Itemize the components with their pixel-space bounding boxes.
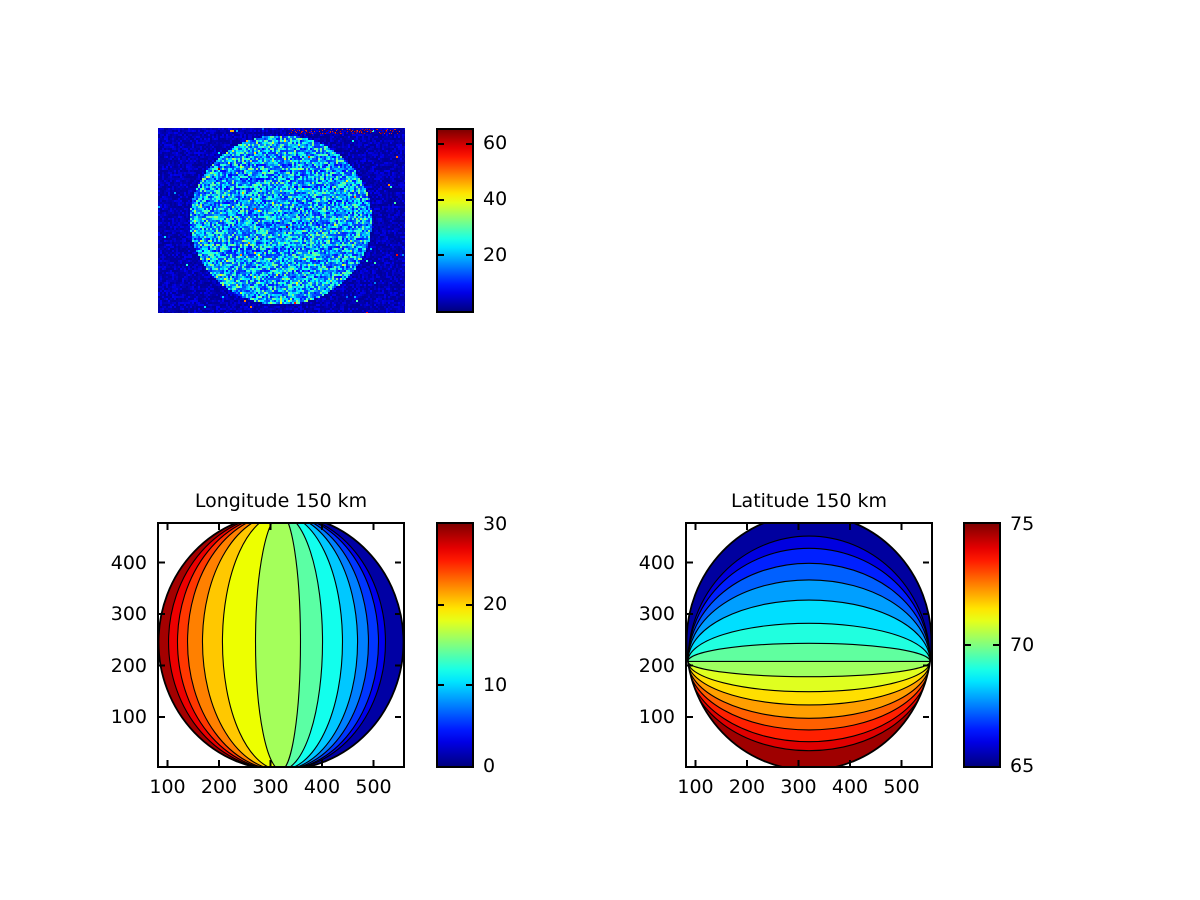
latitude-plot-title: Latitude 150 km: [730, 490, 888, 512]
axes-box: [157, 522, 405, 768]
colorbar-tick-label: 70: [1010, 633, 1035, 656]
colorbar-tick: [438, 603, 444, 606]
longitude-colorbar: [436, 522, 474, 768]
contour-bands: [158, 522, 404, 768]
colorbar-tick-label: 10: [483, 673, 508, 696]
colorbar-tick-label: 60: [483, 132, 508, 155]
colorbar-tick-label: 20: [483, 243, 508, 266]
x-tick-label: 400: [831, 776, 869, 798]
x-tick-label: 100: [677, 776, 714, 798]
x-tick-label: 300: [252, 776, 289, 798]
colorbar-tick: [438, 198, 444, 201]
colorbar-tick: [466, 198, 472, 201]
colorbar-tick: [466, 603, 472, 606]
colorbar-tick: [438, 684, 444, 687]
y-tick-label: 200: [110, 654, 147, 677]
y-tick-label: 300: [638, 603, 675, 625]
axis-ticks: [687, 524, 929, 766]
y-tick-label: 200: [638, 654, 675, 677]
colorbar-tick: [965, 644, 971, 646]
y-tick-label: 400: [638, 551, 675, 574]
colorbar-tick-label: 20: [483, 593, 508, 616]
longitude-plot-title: Longitude 150 km: [194, 490, 368, 512]
x-tick-label: 500: [883, 776, 920, 798]
axes-box: [685, 522, 933, 768]
colorbar-tick-label: 75: [1010, 512, 1035, 535]
y-tick-label: 400: [110, 551, 147, 574]
y-tick-label: 100: [638, 706, 675, 728]
x-tick-label: 200: [728, 776, 766, 798]
colorbar-tick: [466, 684, 472, 687]
colorbar-tick-label: 0: [483, 754, 496, 777]
y-tick-label: 100: [110, 706, 147, 728]
intensity-speckle-image: [158, 128, 405, 313]
contour-bands: [686, 522, 932, 768]
x-tick-label: 200: [200, 776, 238, 798]
latitude-contour-plot: [685, 522, 933, 768]
colorbar-tick-label: 65: [1010, 754, 1035, 777]
colorbar-tick: [466, 142, 472, 145]
x-tick-label: 500: [355, 776, 392, 798]
longitude-contour-plot: [157, 522, 405, 768]
latitude-colorbar: [963, 522, 1001, 768]
colorbar-tick: [438, 142, 444, 145]
x-tick-label: 400: [303, 776, 341, 798]
colorbar-tick-label: 30: [483, 512, 508, 535]
colorbar-tick: [466, 254, 472, 257]
intensity-colorbar: [436, 128, 474, 313]
colorbar-tick: [993, 644, 999, 646]
colorbar-tick: [438, 254, 444, 257]
x-tick-label: 300: [780, 776, 817, 798]
colorbar-tick-label: 40: [483, 188, 508, 211]
axis-ticks: [159, 524, 401, 766]
x-tick-label: 100: [149, 776, 186, 798]
y-tick-label: 300: [110, 603, 147, 625]
